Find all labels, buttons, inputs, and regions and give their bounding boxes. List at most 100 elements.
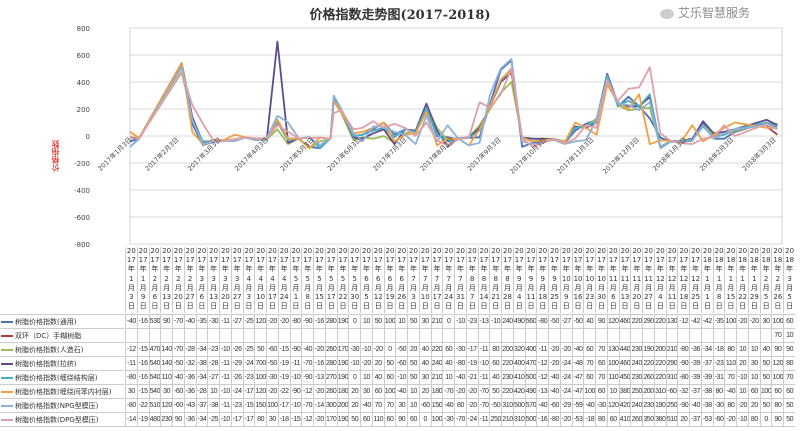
table-cell: 40 [489, 370, 502, 384]
table-cell: -70 [442, 384, 455, 398]
table-cell: 200 [642, 384, 654, 398]
table-cell: 210 [665, 342, 678, 356]
series-line [129, 58, 778, 150]
table-cell: 250 [665, 398, 678, 412]
table-cell: -80 [125, 398, 137, 412]
table-cell [536, 328, 549, 342]
table-cell [630, 328, 643, 342]
x-tick-label: 2017年2月3日 [143, 135, 181, 173]
table-cell [371, 328, 384, 342]
table-cell: 20 [747, 398, 760, 412]
table-cell: 80 [724, 398, 737, 412]
table-cell: -10 [736, 370, 748, 384]
table-cell [136, 328, 149, 342]
table-cell: -47 [571, 370, 584, 384]
table-cell: 110 [724, 356, 736, 370]
table-cell [454, 328, 466, 342]
table-cell: 120 [254, 384, 266, 398]
table-cell: -30 [266, 370, 278, 384]
watermark: 艾乐智慧服务 [660, 4, 750, 21]
table-cell [348, 328, 361, 342]
table-cell [125, 328, 137, 342]
date-header-cell: 20 17 年 12 月 18 日 [677, 247, 689, 313]
date-header-cell: 20 17 年 7 月 10 日 [418, 247, 431, 313]
table-cell: 220 [653, 370, 666, 384]
table-cell: 80 [771, 398, 784, 412]
table-cell [595, 328, 607, 342]
table-cell: -70 [172, 342, 184, 356]
table-cell: -40 [442, 398, 455, 412]
table-cell: -90 [301, 314, 314, 328]
date-header-cell: 20 17 年 8 月 14 日 [477, 247, 490, 313]
table-cell: -40 [689, 398, 701, 412]
table-cell: -11 [125, 356, 137, 370]
table-cell: 190 [642, 342, 654, 356]
table-cell: 220 [642, 356, 654, 370]
table-cell: 120 [606, 314, 619, 328]
table-cell: 220 [653, 314, 666, 328]
table-cell: -20 [747, 314, 760, 328]
table-cell: -42 [700, 314, 713, 328]
table-cell: 470 [524, 356, 537, 370]
table-cell: 560 [524, 314, 537, 328]
table-cell: -32 [677, 384, 690, 398]
table-cell [230, 328, 243, 342]
table-cell [242, 328, 255, 342]
table-cell [736, 328, 748, 342]
table-cell: -30 [348, 342, 361, 356]
table-cell: 110 [160, 370, 172, 384]
table-cell: 210 [430, 370, 443, 384]
table-cell: -17 [242, 384, 255, 398]
table-cell: -34 [195, 342, 208, 356]
date-header-cell: 20 17 年 10 月 9 日 [559, 247, 572, 313]
table-cell: -20 [313, 384, 325, 398]
table-cell: 60 [371, 384, 384, 398]
date-header-cell: 20 18 年 2 月 26 日 [771, 247, 783, 313]
table-cell: -34 [195, 412, 208, 426]
table-cell: -16 [136, 356, 149, 370]
table-cell: 180 [430, 384, 443, 398]
table-cell: -10 [477, 356, 490, 370]
y-tick-label: -600 [74, 214, 90, 222]
table-cell: 0 [418, 412, 431, 426]
table-cell: -40 [183, 314, 196, 328]
table-cell: 70 [783, 370, 795, 384]
table-cell: -16 [313, 356, 325, 370]
date-header-cell: 20 18 年 1 月 22 日 [736, 247, 748, 313]
table-cell: -20 [724, 412, 737, 426]
table-cell [512, 328, 525, 342]
table-cell: 10 [360, 370, 372, 384]
table-cell: -24 [465, 412, 478, 426]
date-header-cell: 20 17 年 6 月 12 日 [371, 247, 384, 313]
table-cell: 10 [442, 370, 455, 384]
table-cell: -14 [125, 412, 137, 426]
table-cell: -21 [465, 370, 478, 384]
table-cell: 0 [759, 412, 772, 426]
legend-label: 树脂价格指数(缠绕结构层) [15, 374, 98, 382]
table-cell: -35 [195, 314, 208, 328]
table-cell: 220 [501, 356, 513, 370]
table-cell [407, 328, 419, 342]
table-cell: 10 [407, 398, 419, 412]
table-cell: 570 [524, 398, 537, 412]
table-cell: -40 [454, 370, 466, 384]
x-tick-label: 2017年12月3日 [600, 135, 641, 176]
table-cell: 500 [512, 398, 525, 412]
legend-row: 树脂价格指数(拉挤) [0, 356, 124, 371]
table-cell: -15 [136, 342, 149, 356]
date-header-cell: 20 17 年 9 月 18 日 [536, 247, 548, 313]
table-cell: -12 [536, 356, 549, 370]
table-cell: -20 [454, 384, 466, 398]
table-cell [395, 328, 408, 342]
table-cell [642, 328, 654, 342]
table-cell: -20 [736, 398, 748, 412]
table-cell: 100 [583, 384, 595, 398]
x-tick-label: 2017年1月3日 [96, 135, 134, 173]
table-cell: -37 [689, 412, 701, 426]
table-cell: -24 [559, 384, 572, 398]
table-cell: 70 [771, 328, 784, 342]
date-header-cell: 20 17 年 9 月 25 日 [548, 247, 560, 313]
table-cell: -28 [183, 342, 196, 356]
table-cell: 50 [759, 356, 772, 370]
table-cell [524, 328, 537, 342]
